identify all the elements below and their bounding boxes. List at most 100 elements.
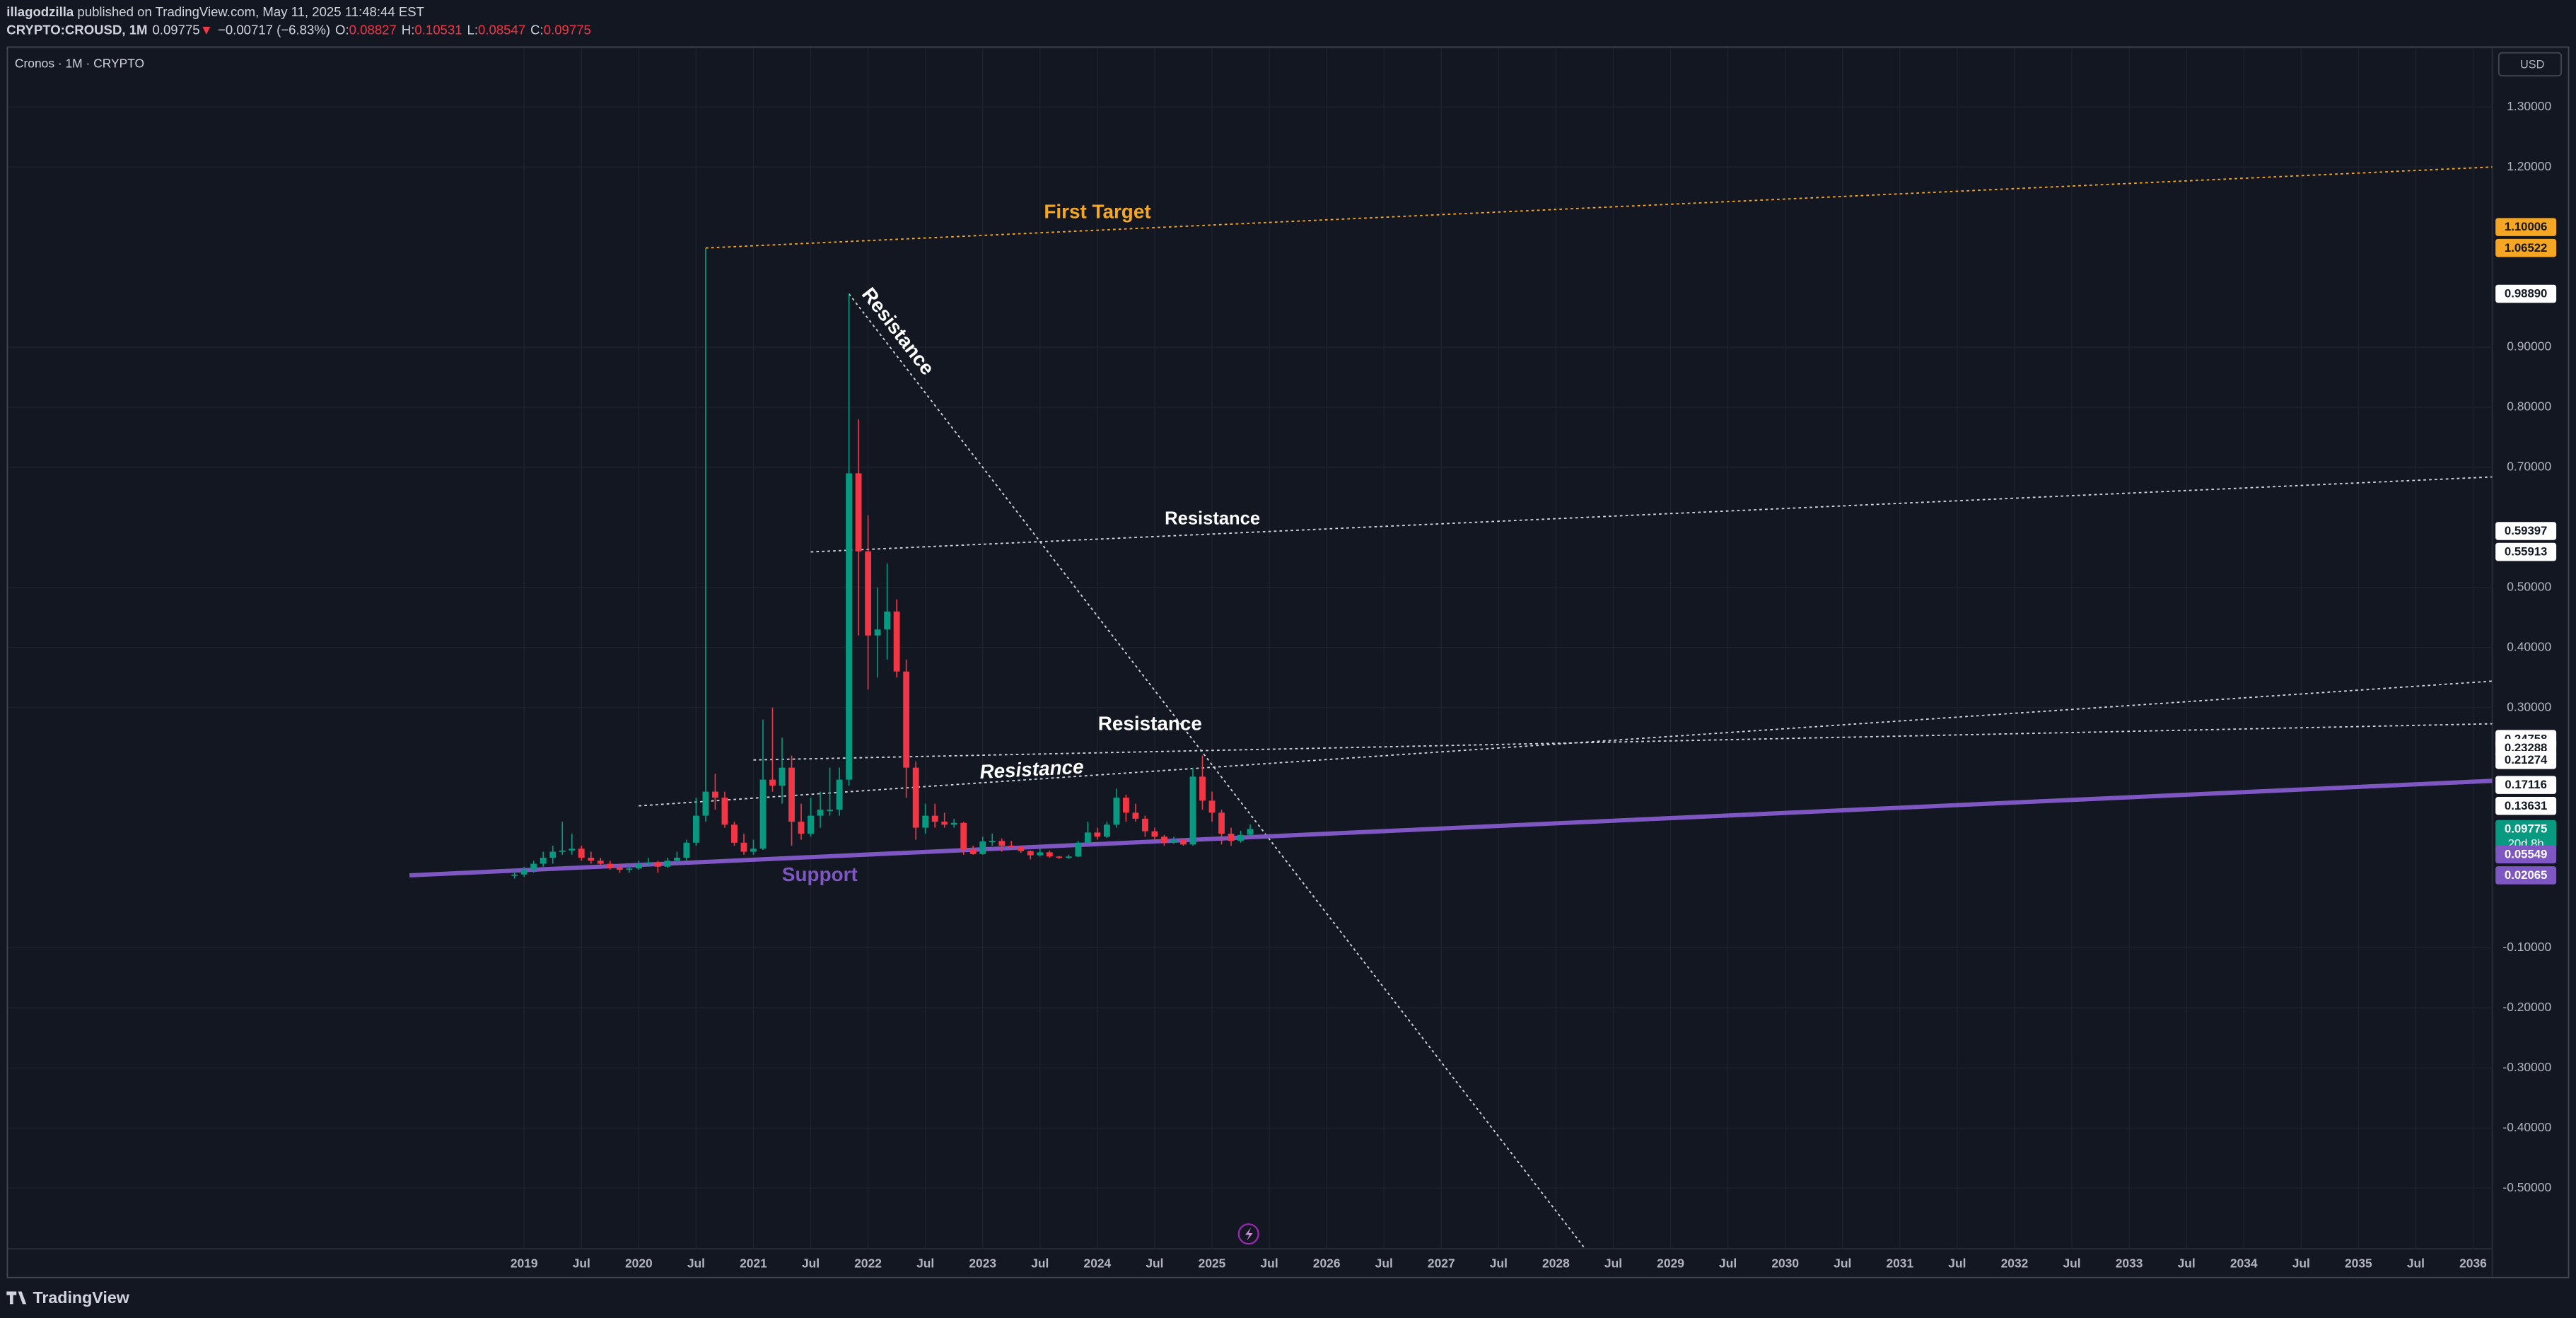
h-label: H: [402,22,415,37]
price-tag [2495,776,2557,794]
candle-body [893,611,900,672]
drawings [409,166,2493,1249]
x-tick-label: Jul [2178,1256,2196,1271]
y-tick-label: -0.20000 [2502,1000,2551,1014]
candle-body [979,841,986,854]
trend-line [810,476,2493,553]
replay-circle[interactable] [1237,1223,1259,1245]
candle-body [1046,852,1053,857]
candle-body [1075,842,1082,857]
candle-body [846,473,853,780]
candle-body [903,671,910,768]
x-tick-label: 2023 [969,1256,996,1271]
replay-bolt[interactable] [1245,1227,1253,1241]
trend-line [409,778,2493,877]
x-tick-label: Jul [802,1256,820,1271]
candle-body [798,822,805,834]
candle-body [540,858,547,864]
y-tick-label: 0.30000 [2507,699,2551,713]
candle-body [1027,851,1034,856]
symbol-line: CRYPTO:CROUSD, 1M 0.09775▼ −0.00717 (−6.83… [6,22,591,37]
candle-body [759,779,767,849]
y-tick-label: -0.40000 [2502,1120,2551,1134]
x-tick-label: 2030 [1771,1256,1799,1271]
publisher: illagodzilla [6,4,74,19]
o-label: O: [335,22,349,37]
candle-body [1084,832,1091,843]
last-price: 0.09775 [152,22,199,37]
candle-body [750,848,757,852]
price-tag-label: 0.59397 [2505,524,2547,537]
candle-body [827,810,833,811]
x-tick-label: 2028 [1542,1256,1570,1271]
candle-body [702,791,709,816]
x-tick-label: 2029 [1657,1256,1684,1271]
x-tick-label: Jul [687,1256,705,1271]
series-legend: Cronos · 1M · CRYPTO [15,57,144,71]
candle-body [607,863,614,868]
resistance-mid-label: Resistance [1098,712,1202,734]
y-tick-label: -0.30000 [2502,1060,2551,1074]
candle-body [998,841,1006,846]
brand-name: TradingView [33,1288,129,1307]
o-value: 0.08827 [349,22,397,37]
price-tag-label: 0.05549 [2505,847,2547,861]
x-tick-label: 2033 [2116,1256,2143,1271]
replay-icon[interactable] [1237,1223,1259,1245]
candle-body [855,473,862,552]
x-tick-label: Jul [1375,1256,1393,1271]
x-tick-label: 2032 [2001,1256,2029,1271]
grid [8,47,2493,1249]
price-tag [2495,751,2557,769]
price-tag-label: 0.21274 [2505,753,2548,766]
y-tick-label: 1.20000 [2507,159,2551,173]
x-tick-label: 2036 [2459,1256,2487,1271]
price-tag-label: 1.06522 [2505,241,2547,255]
x-tick-label: 2024 [1084,1256,1112,1271]
x-tick-label: 2026 [1313,1256,1341,1271]
candle-body [559,850,566,852]
candle-body [769,779,776,786]
candle-body [1237,834,1244,841]
price-tag [2495,522,2557,540]
currency-button[interactable] [2498,52,2563,77]
price-tag [2495,796,2557,815]
y-tick-label: 0.50000 [2507,579,2551,593]
price-tag-label: 0.02065 [2505,868,2547,882]
candle-body [588,858,595,861]
candle-body [683,842,690,858]
candle-body [969,849,977,854]
candle-body [530,863,537,870]
candle-body [626,868,633,870]
x-tick-label: Jul [1834,1256,1851,1271]
candle-body [520,870,528,875]
x-tick-label: 2021 [740,1256,767,1271]
resistance-lower-label: Resistance [979,756,1085,783]
currency-label[interactable]: USD [2520,58,2544,71]
candle-body [1247,829,1254,835]
candle-body [989,841,996,843]
arrow: ▼ [200,22,213,37]
candle-body [1218,812,1225,834]
x-tick-label: Jul [916,1256,934,1271]
y-tick-label: -0.50000 [2502,1180,2551,1194]
change: −0.00717 (−6.83%) [218,22,330,37]
candle-body [511,874,518,876]
candle-body [817,810,824,816]
candle-body [1199,776,1206,801]
x-tick-label: 2025 [1199,1256,1226,1271]
candle-body [836,779,843,810]
candle-body [1189,776,1196,845]
c-label: C: [530,22,544,37]
candle-body [597,861,604,864]
l-value: 0.08547 [478,22,525,37]
x-tick-label: Jul [1604,1256,1622,1271]
x-tick-label: 2022 [854,1256,882,1271]
price-tag [2495,218,2557,236]
price-tag [2495,238,2557,257]
x-tick-label: Jul [1948,1256,1966,1271]
x-tick-label: Jul [2292,1256,2310,1271]
candle-body [664,861,671,867]
